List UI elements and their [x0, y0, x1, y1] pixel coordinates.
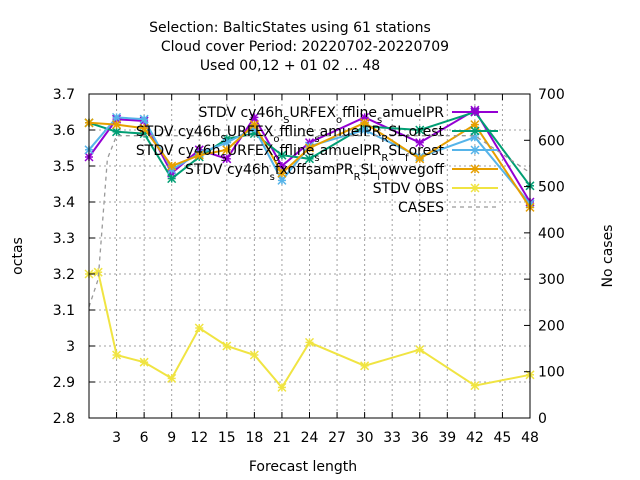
y2-tick-label: 400	[538, 226, 565, 242]
y2-tick-label: 0	[538, 411, 547, 427]
y2-tick-label: 300	[538, 272, 565, 288]
data-point	[277, 382, 287, 392]
y-tick-label: 3.1	[53, 303, 75, 319]
data-point	[470, 381, 480, 391]
y2-tick-label: 500	[538, 180, 565, 196]
data-point	[222, 145, 232, 155]
title-line-2: Cloud cover Period: 20220702-20220709	[161, 39, 449, 55]
y2-axis-ticks: 0 100 200 300 400 500 600 700	[524, 87, 565, 427]
y-tick-label: 2.9	[53, 375, 75, 391]
data-point	[415, 138, 425, 148]
data-point	[112, 350, 122, 360]
title-block: Selection: BalticStates using 61 station…	[149, 20, 449, 74]
data-point	[277, 168, 287, 178]
data-point	[277, 175, 287, 185]
legend-marker	[470, 145, 480, 155]
data-point	[222, 154, 232, 164]
x-tick-label: 48	[521, 430, 539, 446]
data-point	[139, 114, 149, 124]
data-point	[304, 337, 315, 347]
data-point	[304, 143, 315, 153]
data-point	[112, 112, 122, 122]
y2-axis-label: No cases	[600, 225, 616, 288]
data-point	[277, 150, 287, 160]
data-point	[112, 127, 122, 137]
y-axis-label: octas	[10, 237, 26, 275]
legend-marker	[470, 183, 480, 193]
data-point	[167, 373, 177, 383]
title-line-1: Selection: BalticStates using 61 station…	[149, 20, 431, 36]
x-tick-label: 45	[494, 430, 512, 446]
legend-marker	[470, 107, 480, 117]
data-point	[249, 120, 259, 130]
legend-label-1: STDV cy46hSURFEXofflinesamuelPRRSLforest	[136, 124, 445, 145]
x-axis-label: Forecast length	[249, 459, 357, 475]
data-point	[360, 118, 370, 128]
data-point	[139, 357, 149, 367]
y2-tick-label: 100	[538, 365, 565, 381]
data-point	[415, 154, 425, 164]
legend-marker	[470, 164, 480, 174]
x-tick-label: 15	[218, 430, 236, 446]
data-point	[360, 125, 370, 135]
legend-marker	[470, 126, 480, 136]
y-axis-ticks: 2.8 2.9 3 3.1 3.2 3.3 3.4 3.5 3.6 3.7	[53, 87, 95, 427]
legend-label-2: STDV cy46hSURFEXofflinesamuelPRRSLforest	[136, 143, 445, 164]
data-point	[360, 361, 370, 371]
x-axis-ticks: 3 6 9 12 15 18 21 24 27 30 33 36 39 42 45 48	[112, 94, 539, 446]
x-tick-label: 24	[301, 430, 319, 446]
legend-label-0: STDV cy46hSURFEXofflinesamuelPR	[198, 105, 444, 126]
y2-tick-label: 600	[538, 133, 565, 149]
x-tick-label: 42	[466, 430, 484, 446]
x-tick-label: 6	[140, 430, 149, 446]
x-tick-label: 33	[383, 430, 401, 446]
x-tick-label: 9	[167, 430, 176, 446]
series-line-5	[88, 135, 531, 308]
data-point	[249, 112, 259, 122]
data-point	[139, 123, 149, 133]
y-tick-label: 3.2	[53, 267, 75, 283]
x-tick-label: 30	[356, 430, 374, 446]
y-tick-label: 3.6	[53, 123, 75, 139]
data-point	[222, 138, 232, 148]
x-tick-label: 39	[438, 430, 456, 446]
data-point	[194, 323, 204, 333]
x-tick-label: 21	[273, 430, 291, 446]
data-point	[249, 350, 259, 360]
series-line-4	[88, 271, 531, 390]
legend-label-5: CASES	[398, 200, 444, 216]
y-tick-label: 3.4	[53, 195, 75, 211]
title-line-3: Used 00,12 + 01 02 ... 48	[200, 58, 380, 74]
data-point	[415, 345, 425, 355]
y2-tick-label: 200	[538, 318, 565, 334]
legend-label-3: STDV cy46hsfxoffsamPRRSLlowvegoff	[185, 162, 444, 183]
data-point	[194, 150, 204, 160]
series-layer	[84, 105, 535, 392]
x-tick-label: 27	[328, 430, 346, 446]
data-point	[167, 174, 177, 184]
y-tick-label: 3.3	[53, 231, 75, 247]
x-tick-label: 3	[112, 430, 121, 446]
data-point	[415, 125, 425, 135]
y-tick-label: 3.5	[53, 159, 75, 175]
data-point	[112, 120, 122, 130]
y-tick-label: 3	[66, 339, 75, 355]
y-tick-label: 2.8	[53, 411, 75, 427]
data-point	[167, 161, 177, 171]
x-tick-label: 12	[190, 430, 208, 446]
data-point	[304, 154, 315, 164]
x-tick-label: 18	[245, 430, 263, 446]
data-point	[222, 341, 232, 351]
x-tick-label: 36	[411, 430, 429, 446]
y2-tick-label: 700	[538, 87, 565, 103]
y-tick-label: 3.7	[53, 87, 75, 103]
legend-label-4: STDV OBS	[373, 181, 444, 197]
